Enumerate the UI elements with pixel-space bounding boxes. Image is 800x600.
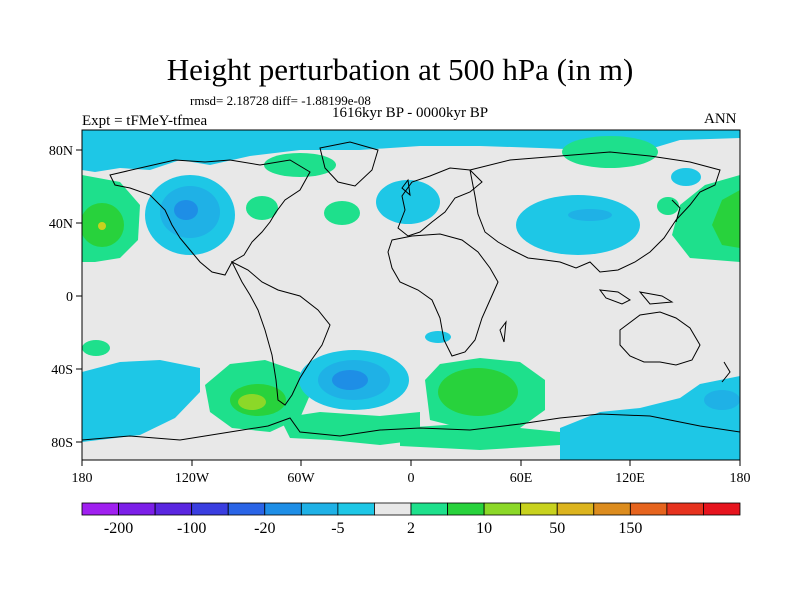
anomaly-pacific-max xyxy=(98,222,106,230)
coast-madagascar xyxy=(499,320,507,343)
map-title: Height perturbation at 500 hPa (in m) xyxy=(166,52,634,87)
coast-indonesia xyxy=(598,289,631,305)
colorbar-swatch xyxy=(154,502,193,516)
anomaly-southern-cyan-east-core xyxy=(704,390,740,410)
anomaly-antarctic-green-east xyxy=(400,424,560,450)
colorbar-label: 50 xyxy=(549,520,565,537)
colorbar-swatch xyxy=(666,502,704,516)
season-label: ANN xyxy=(704,111,737,127)
anomaly-green-patch xyxy=(264,153,336,177)
colorbar-swatch xyxy=(593,502,631,516)
coast-greenland xyxy=(319,141,379,187)
colorbar-label: -5 xyxy=(331,520,344,537)
colorbar-swatch xyxy=(264,502,302,516)
colorbar-label: -200 xyxy=(104,520,133,537)
anomaly-regions xyxy=(82,130,740,460)
colorbar-swatch xyxy=(410,502,448,516)
anomaly-pacific-green-east-core xyxy=(712,190,740,248)
colorbar-label: 150 xyxy=(618,520,642,537)
anomaly-southpacific-max xyxy=(238,394,266,410)
anomaly-southatlantic-low xyxy=(425,331,451,343)
lon-tick-label: 0 xyxy=(408,471,415,486)
colorbar-swatch xyxy=(118,502,156,516)
stats-line: rmsd= 2.18728 diff= -1.88199e-08 xyxy=(190,93,371,108)
coast-north-america xyxy=(109,159,311,276)
lon-tick-label: 120E xyxy=(615,471,645,486)
anomaly-siberia-low xyxy=(671,168,701,186)
lat-tick-label: 80N xyxy=(49,144,73,159)
colorbar-label: -20 xyxy=(254,520,275,537)
anomaly-asia-low-core xyxy=(568,209,612,221)
colorbar-label: 2 xyxy=(407,520,415,537)
colorbar-swatch xyxy=(447,502,485,516)
coast-asia xyxy=(469,151,721,273)
colorbar-label: -100 xyxy=(177,520,206,537)
coast-new-zealand xyxy=(721,361,731,383)
latitude-axis: 80N 40N 0 40S 80S xyxy=(49,144,82,451)
colorbar: -200 -100 -20 -5 2 10 50 150 xyxy=(81,502,741,537)
colorbar-swatch xyxy=(520,502,558,516)
anomaly-na-low-core xyxy=(174,200,198,220)
colorbar-label: 10 xyxy=(476,520,492,537)
lon-tick-label: 60W xyxy=(287,471,315,486)
coastlines xyxy=(82,141,740,441)
colorbar-swatch xyxy=(374,502,412,516)
colorbar-swatch xyxy=(227,502,266,516)
lon-tick-label: 180 xyxy=(72,471,93,486)
lon-tick-label: 60E xyxy=(510,471,533,486)
anomaly-asia-low xyxy=(516,195,640,255)
colorbar-swatch xyxy=(81,502,119,516)
anomaly-sepacific-green xyxy=(82,340,110,356)
anomaly-southern-cyan-west xyxy=(82,360,200,442)
anomaly-atlantic-green xyxy=(324,201,360,225)
colorbar-swatch xyxy=(191,502,229,516)
lon-tick-label: 120W xyxy=(175,471,210,486)
lat-tick-label: 40N xyxy=(49,217,73,232)
coast-south-america xyxy=(230,260,331,406)
colorbar-swatch xyxy=(629,502,668,516)
anomaly-japan-green xyxy=(657,197,679,215)
coast-japan xyxy=(671,199,681,223)
anomaly-southern-cyan-east xyxy=(560,376,740,460)
colorbar-swatch xyxy=(556,502,595,516)
lon-tick-label: 180 xyxy=(730,471,751,486)
colorbar-swatch xyxy=(703,502,741,516)
lat-tick-label: 40S xyxy=(51,363,73,378)
period-label: 1616kyr BP - 0000kyr BP xyxy=(331,105,489,121)
coast-new-guinea xyxy=(638,291,674,305)
coast-uk xyxy=(401,178,411,197)
longitude-axis: 180 120W 60W 0 60E 120E 180 xyxy=(72,460,751,486)
anomaly-antarctic-green xyxy=(280,412,420,445)
anomaly-europe-low xyxy=(376,180,440,224)
lat-tick-label: 80S xyxy=(51,436,73,451)
anomaly-arctic-cyan xyxy=(82,130,740,172)
coast-australia xyxy=(619,311,701,366)
anomaly-greatlakes-green xyxy=(246,196,278,220)
colorbar-swatch xyxy=(337,502,375,516)
lat-tick-label: 0 xyxy=(66,290,73,305)
experiment-label: Expt = tFMeY-tfmea xyxy=(82,113,208,129)
colorbar-swatch xyxy=(483,502,522,516)
coast-antarctica xyxy=(82,413,740,441)
colorbar-swatch xyxy=(300,502,339,516)
coast-africa xyxy=(387,233,499,357)
anomaly-southatlantic-deep-core xyxy=(332,370,368,390)
anomaly-indian-green-core xyxy=(438,368,518,416)
